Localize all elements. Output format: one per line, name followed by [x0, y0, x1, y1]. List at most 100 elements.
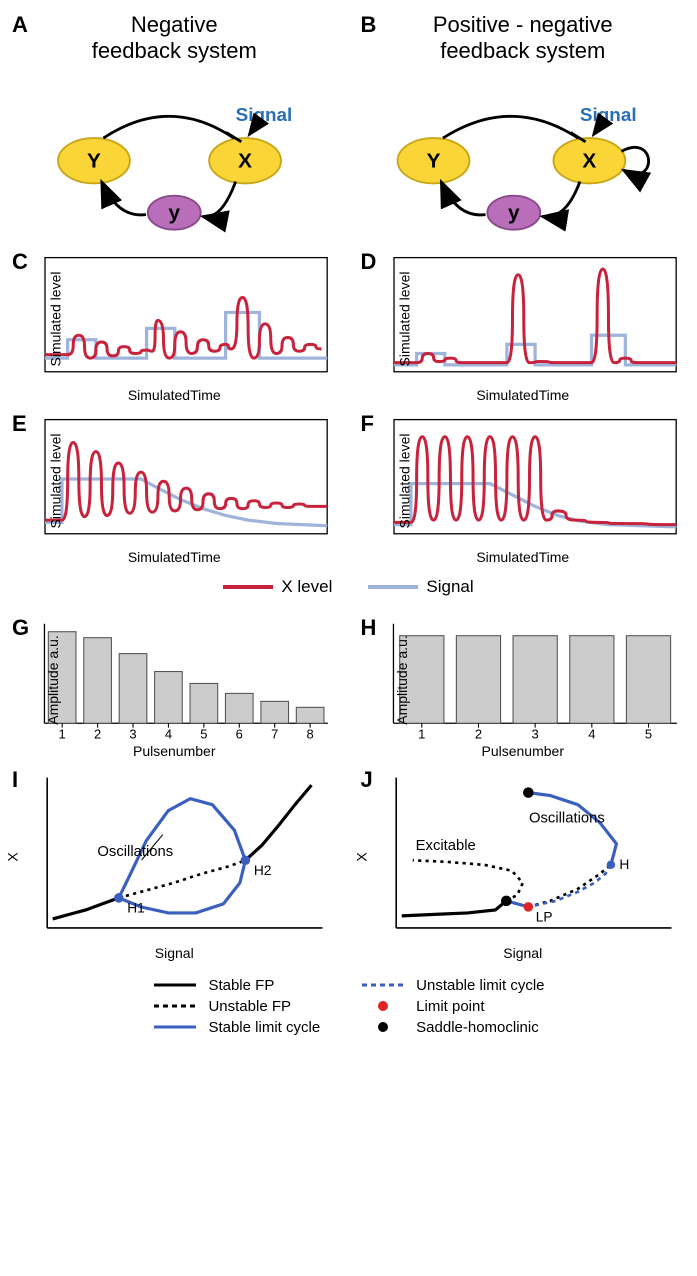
- bar: [626, 635, 670, 723]
- bar: [190, 683, 218, 723]
- node-label-y: y: [168, 201, 180, 224]
- y-axis-label: X: [353, 852, 369, 861]
- edge-y-activates-Y: [102, 181, 146, 214]
- limit-point-label: LP: [535, 909, 552, 924]
- node-label-X: X: [238, 149, 252, 172]
- bar-category-label: 3: [531, 726, 538, 741]
- x-axis-label: SimulatedTime: [361, 387, 686, 403]
- title-line1: Positive - negative: [433, 12, 613, 37]
- bar-category-label: 2: [94, 726, 101, 741]
- node-label-y: y: [508, 201, 520, 224]
- edge-X-activates-y: [542, 181, 580, 216]
- bar: [296, 707, 324, 723]
- y-axis-label: Amplitude a.u.: [393, 635, 409, 725]
- bar: [569, 635, 613, 723]
- legend-item-xlevel: X level: [223, 577, 332, 597]
- legend-timeseries: X level Signal: [12, 577, 685, 597]
- legend-item-saddle: Saddle-homoclinic: [360, 1019, 544, 1036]
- legend-label: Stable FP: [208, 977, 274, 994]
- panel-title: Negativefeedback system: [12, 12, 337, 65]
- legend-swatch: [360, 978, 406, 992]
- legend-swatch: [152, 999, 198, 1013]
- hopf-label: H2: [254, 863, 272, 878]
- bar-category-label: 3: [129, 726, 136, 741]
- unstable-fp-curve: [528, 865, 611, 907]
- bar-category-label: 2: [474, 726, 481, 741]
- x-axis-label: Signal: [361, 945, 686, 961]
- legend-item-stable_fp: Stable FP: [152, 977, 320, 994]
- bar: [119, 653, 147, 723]
- panel-title: Positive - negativefeedback system: [361, 12, 686, 65]
- bar-category-label: 5: [200, 726, 207, 741]
- region-label: Oscillations: [97, 844, 173, 860]
- region-label: Excitable: [415, 838, 475, 854]
- node-label-Y: Y: [87, 149, 101, 172]
- stable-limit-cycle: [528, 792, 616, 864]
- legend-item-stable_lc: Stable limit cycle: [152, 1019, 320, 1036]
- title-line2: feedback system: [92, 38, 257, 63]
- bar-category-label: 6: [236, 726, 243, 741]
- edge-Y-inhibits-X: [442, 116, 577, 138]
- saddle-homoclinic-point: [501, 895, 512, 906]
- panel-label: A: [12, 12, 28, 38]
- signal-trace: [45, 479, 327, 526]
- y-axis-label: Simulated level: [47, 271, 63, 366]
- node-label-Y: Y: [426, 149, 440, 172]
- bar-category-label: 7: [271, 726, 278, 741]
- hopf-point: [114, 893, 124, 903]
- x-axis-label: SimulatedTime: [12, 549, 337, 565]
- unstable-fp-curve: [119, 860, 246, 898]
- stable-fp-curve: [401, 901, 506, 916]
- hopf-point: [606, 860, 614, 868]
- x-level-trace: [45, 297, 322, 358]
- y-axis-label: Amplitude a.u.: [45, 635, 61, 725]
- region-label: Oscillations: [529, 810, 605, 826]
- x-axis-label: Signal: [12, 945, 337, 961]
- bar: [456, 635, 500, 723]
- signal-arrow: [249, 125, 257, 135]
- legend-label: Limit point: [416, 998, 484, 1015]
- x-axis-label: SimulatedTime: [12, 387, 337, 403]
- legend-bifurcation: Stable FP Unstable limit cycle Unstable FP…: [12, 977, 685, 1036]
- x-axis-label: Pulsenumber: [361, 743, 686, 759]
- legend-label: Stable limit cycle: [208, 1019, 320, 1036]
- legend-item-signal: Signal: [368, 577, 473, 597]
- signal-label: Signal: [236, 105, 293, 126]
- bar: [513, 635, 557, 723]
- limit-point: [523, 902, 533, 912]
- y-axis-label: Simulated level: [396, 433, 412, 528]
- legend-item-unstable_fp: Unstable FP: [152, 998, 320, 1015]
- stable-fp-curve: [245, 785, 311, 860]
- legend-label-xlevel: X level: [281, 577, 332, 596]
- x-level-trace: [45, 442, 327, 520]
- node-label-X: X: [582, 149, 596, 172]
- panel-label: B: [361, 12, 377, 38]
- hopf-label: H1: [127, 900, 145, 915]
- legend-item-limit_point: Limit point: [360, 998, 544, 1015]
- bar: [225, 693, 253, 723]
- hopf-point: [241, 855, 251, 865]
- bar-category-label: 4: [165, 726, 172, 741]
- edge-X-activates-y: [203, 181, 236, 216]
- y-axis-label: X: [5, 852, 21, 861]
- bar-category-label: 4: [588, 726, 595, 741]
- legend-label: Saddle-homoclinic: [416, 1019, 539, 1036]
- title-line2: feedback system: [440, 38, 605, 63]
- edge-Y-inhibits-X: [103, 116, 233, 138]
- y-axis-label: Simulated level: [396, 271, 412, 366]
- legend-label: Unstable limit cycle: [416, 977, 544, 994]
- hopf-label: H: [619, 857, 629, 872]
- legend-label: Unstable FP: [208, 998, 291, 1015]
- legend-swatch: [152, 1020, 198, 1034]
- bar: [155, 671, 183, 723]
- bar-category-label: 5: [644, 726, 651, 741]
- network-diagram: Y Xy Signal: [12, 71, 337, 241]
- network-diagram: YXySignal: [361, 71, 686, 241]
- legend-swatch: [360, 1020, 406, 1034]
- y-axis-label: Simulated level: [47, 433, 63, 528]
- bar-category-label: 1: [418, 726, 425, 741]
- stable-fp-curve: [53, 898, 119, 919]
- bifurcation-diagram: H LP Excitable Oscillations: [361, 767, 686, 947]
- signal-trace: [394, 483, 676, 526]
- bar: [261, 701, 289, 723]
